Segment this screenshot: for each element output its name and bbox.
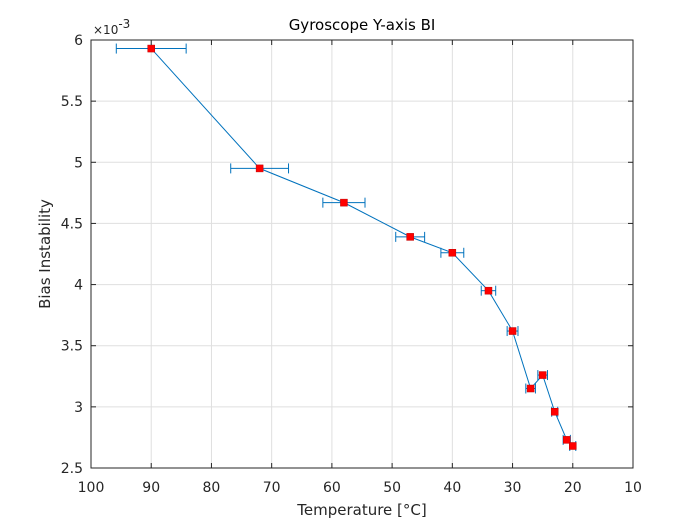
y-exponent-power: -3 bbox=[118, 17, 130, 31]
axis-ticks: 100 90 80 70 60 50 40 30 20 10 2.5 3 3.5 4 4.5 5 5.5 6 bbox=[61, 33, 642, 496]
data-point bbox=[340, 198, 348, 207]
y-exponent-base: ×10 bbox=[93, 23, 118, 37]
data-point bbox=[563, 436, 571, 444]
y-tick-label: 6 bbox=[74, 33, 83, 49]
data-point bbox=[448, 249, 457, 257]
x-axis-label: Temperature [°C] bbox=[296, 501, 426, 519]
y-tick-label: 5 bbox=[74, 155, 83, 171]
y-tick-label: 3.5 bbox=[61, 339, 83, 355]
data-point bbox=[484, 286, 493, 295]
data-point bbox=[569, 442, 577, 450]
y-tick-label: 4.5 bbox=[61, 216, 83, 232]
data-point bbox=[147, 44, 155, 53]
x-tick-label: 90 bbox=[142, 480, 160, 496]
y-axis-label: Bias Instability bbox=[36, 199, 54, 309]
x-tick-label: 50 bbox=[383, 480, 401, 496]
x-tick-label: 20 bbox=[564, 480, 582, 496]
y-tick-label: 2.5 bbox=[61, 461, 83, 477]
data-point bbox=[255, 164, 264, 173]
x-tick-label: 60 bbox=[323, 480, 341, 496]
chart-title: Gyroscope Y-axis BI bbox=[289, 16, 436, 34]
y-tick-label: 5.5 bbox=[61, 94, 83, 110]
x-tick-label: 70 bbox=[263, 480, 281, 496]
data-point bbox=[526, 384, 535, 393]
x-tick-label: 40 bbox=[443, 480, 461, 496]
data-point bbox=[508, 327, 517, 335]
y-axis-exponent: ×10-3 bbox=[93, 17, 130, 37]
data-point bbox=[406, 233, 414, 241]
data-point bbox=[538, 371, 547, 379]
data-point bbox=[550, 407, 559, 416]
y-tick-label: 3 bbox=[74, 400, 83, 416]
series-line bbox=[150, 48, 574, 447]
x-tick-label: 80 bbox=[203, 480, 221, 496]
data-series bbox=[115, 43, 577, 451]
x-tick-label: 10 bbox=[624, 480, 642, 496]
x-tick-label: 100 bbox=[78, 480, 105, 496]
grid bbox=[91, 40, 633, 468]
x-tick-label: 30 bbox=[504, 480, 522, 496]
plot-area bbox=[91, 40, 633, 468]
y-tick-label: 4 bbox=[74, 278, 83, 294]
axes-box bbox=[90, 39, 634, 469]
